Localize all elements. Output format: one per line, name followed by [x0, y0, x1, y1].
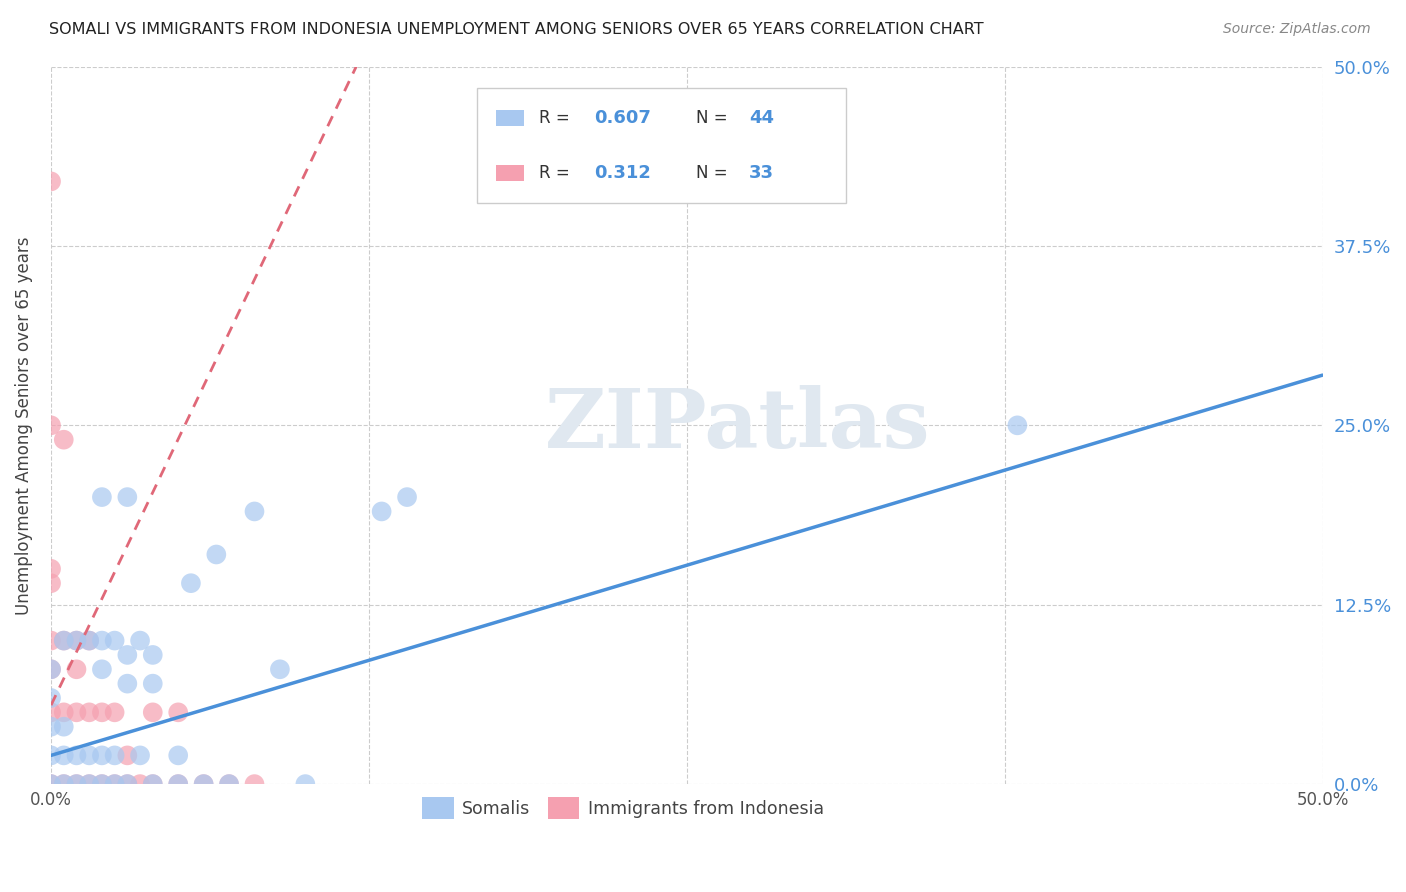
Point	[65, 777, 87, 791]
Point	[117, 490, 139, 504]
Text: 0.607: 0.607	[593, 109, 651, 128]
Point	[52, 633, 75, 648]
Point	[142, 706, 165, 720]
Point	[269, 662, 291, 676]
Text: SOMALI VS IMMIGRANTS FROM INDONESIA UNEMPLOYMENT AMONG SENIORS OVER 65 YEARS COR: SOMALI VS IMMIGRANTS FROM INDONESIA UNEM…	[49, 22, 984, 37]
Text: 0.312: 0.312	[593, 164, 651, 182]
Point	[52, 433, 75, 447]
Point	[142, 676, 165, 690]
Point	[142, 777, 165, 791]
Point	[129, 777, 152, 791]
Point	[39, 748, 62, 763]
Point	[167, 706, 190, 720]
Point	[77, 633, 100, 648]
Point	[52, 748, 75, 763]
Text: 33: 33	[749, 164, 775, 182]
Point	[167, 777, 190, 791]
Point	[193, 777, 215, 791]
Point	[77, 777, 100, 791]
Text: R =: R =	[540, 109, 569, 128]
Point	[142, 648, 165, 662]
Point	[396, 490, 419, 504]
Point	[243, 777, 266, 791]
Point	[205, 548, 228, 562]
Point	[39, 777, 62, 791]
Point	[117, 676, 139, 690]
Point	[104, 777, 127, 791]
Point	[39, 662, 62, 676]
Point	[39, 174, 62, 188]
Point	[193, 777, 215, 791]
FancyBboxPatch shape	[496, 111, 524, 126]
Point	[129, 748, 152, 763]
Point	[65, 662, 87, 676]
Point	[90, 633, 112, 648]
Point	[90, 777, 112, 791]
Point	[39, 662, 62, 676]
Point	[167, 748, 190, 763]
Point	[104, 748, 127, 763]
Point	[104, 706, 127, 720]
Point	[294, 777, 316, 791]
Point	[52, 633, 75, 648]
Point	[39, 720, 62, 734]
Point	[117, 777, 139, 791]
Point	[90, 706, 112, 720]
Text: ZIPatlas: ZIPatlas	[546, 385, 931, 466]
Point	[77, 706, 100, 720]
Point	[52, 720, 75, 734]
Point	[90, 777, 112, 791]
Point	[65, 706, 87, 720]
Point	[52, 706, 75, 720]
Point	[90, 662, 112, 676]
Point	[65, 748, 87, 763]
Point	[39, 690, 62, 705]
Text: 44: 44	[749, 109, 775, 128]
Point	[52, 777, 75, 791]
Point	[104, 777, 127, 791]
Point	[117, 748, 139, 763]
Point	[39, 562, 62, 576]
FancyBboxPatch shape	[496, 165, 524, 181]
Point	[218, 777, 240, 791]
Point	[90, 490, 112, 504]
Point	[65, 633, 87, 648]
Point	[65, 777, 87, 791]
Point	[129, 633, 152, 648]
Point	[167, 777, 190, 791]
Point	[65, 633, 87, 648]
Point	[180, 576, 202, 591]
Point	[117, 648, 139, 662]
Point	[39, 633, 62, 648]
Point	[39, 777, 62, 791]
Legend: Somalis, Immigrants from Indonesia: Somalis, Immigrants from Indonesia	[415, 790, 831, 826]
Point	[39, 706, 62, 720]
Point	[243, 504, 266, 518]
Point	[117, 777, 139, 791]
Point	[104, 633, 127, 648]
Point	[370, 504, 392, 518]
Text: Source: ZipAtlas.com: Source: ZipAtlas.com	[1223, 22, 1371, 37]
Point	[77, 748, 100, 763]
Text: R =: R =	[540, 164, 569, 182]
Text: N =: N =	[696, 109, 727, 128]
Point	[218, 777, 240, 791]
Point	[77, 777, 100, 791]
FancyBboxPatch shape	[477, 88, 846, 202]
Point	[77, 633, 100, 648]
Point	[142, 777, 165, 791]
Point	[39, 576, 62, 591]
Point	[1007, 418, 1029, 433]
Point	[90, 748, 112, 763]
Y-axis label: Unemployment Among Seniors over 65 years: Unemployment Among Seniors over 65 years	[15, 236, 32, 615]
Point	[39, 418, 62, 433]
Point	[52, 777, 75, 791]
Text: N =: N =	[696, 164, 727, 182]
